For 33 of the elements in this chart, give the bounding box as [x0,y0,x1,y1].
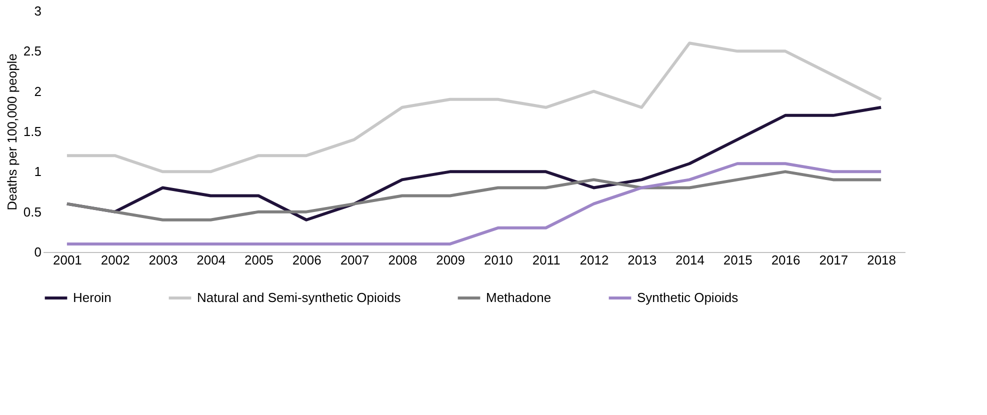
line-series [65,42,883,174]
x-tick-label: 2010 [484,252,513,268]
y-tick-label: 3 [34,4,42,18]
legend-label: Methadone [486,290,552,305]
line-series [65,162,883,246]
x-tick-label: 2004 [196,252,226,268]
legend-label: Synthetic Opioids [637,290,739,305]
line-series [65,170,883,222]
x-tick-label: 2016 [771,252,800,268]
x-tick-label: 2015 [723,252,752,268]
y-axis-title: Deaths per 100,000 people [4,54,20,210]
x-tick-label: 2013 [628,252,657,268]
legend-label: Natural and Semi-synthetic Opioids [197,290,402,305]
x-tick-label: 2005 [244,252,274,268]
x-tick-label: 2011 [532,252,560,268]
x-tick-label: 2017 [819,252,848,268]
y-tick-label: 2 [34,84,42,99]
y-tick-label: 0 [34,244,42,260]
x-tick-label: 2014 [676,252,704,268]
x-tick-label: 2003 [148,252,178,268]
legend-label: Heroin [73,290,112,305]
x-tick-label: 2002 [100,252,130,268]
x-tick-label: 2009 [436,252,466,268]
x-tick-label: 2007 [340,252,370,268]
x-tick-label: 2001 [52,252,82,268]
y-tick-label: 0.5 [23,204,42,220]
x-tick-label: 2012 [580,252,609,268]
x-tick-label: 2006 [292,252,322,268]
y-tick-label: 1.5 [23,124,42,139]
x-tick-label: 2008 [388,252,418,268]
x-tick-label: 2018 [867,252,896,268]
y-tick-label: 1 [34,164,42,180]
y-tick-label: 2.5 [23,44,42,59]
